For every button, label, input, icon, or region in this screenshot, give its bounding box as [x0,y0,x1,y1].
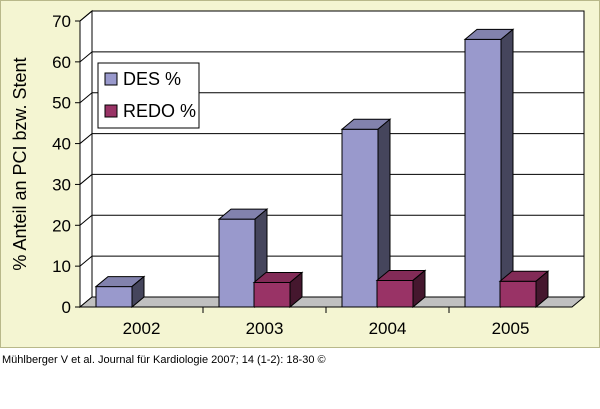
bar-redo-2005 [498,270,550,309]
bars [94,28,550,309]
y-tick-label: 70 [52,12,71,31]
x-tick-label: 2004 [369,319,407,338]
bar-redo-2004 [375,269,427,309]
bar-des-2005 [463,28,515,309]
y-tick-label: 30 [52,175,71,194]
citation-text: Mühlberger V et al. Journal für Kardiolo… [2,354,326,366]
bar-chart: 0 10 20 30 40 50 60 70 2002 2003 2004 2005 % Antei… [10,9,586,338]
y-tick-label: 10 [52,257,71,276]
gridline [79,214,584,226]
bar-front [253,281,291,308]
bar-front [376,279,414,308]
bar-side [500,28,514,309]
legend-label: DES % [123,69,181,89]
legend-swatch [104,104,118,118]
bar-des-2002 [94,275,146,309]
gridline [79,255,584,267]
y-tick-label: 20 [52,216,71,235]
gridline [79,133,584,144]
x-tick-label: 2002 [123,319,161,338]
bar-redo-2003 [252,271,304,309]
bar-front [464,38,502,308]
gridline [79,173,584,185]
y-tick-labels: 0 10 20 30 40 50 60 70 [52,12,71,317]
bar-front [218,218,256,308]
gridline [79,92,584,104]
y-tick-label: 60 [52,53,71,72]
legend-label: REDO % [123,101,196,121]
bar-front [499,280,537,308]
bar-side [412,269,426,309]
y-tick-label: 40 [52,135,71,154]
gridlines [75,10,584,308]
bar-side [131,275,145,309]
y-axis-title: % Anteil an PCI bzw. Stent [10,57,30,270]
side-wall [79,9,93,309]
y-tick-label: 50 [52,94,71,113]
y-tick-label: 0 [62,298,71,317]
x-tick-labels: 2002 2003 2004 2005 [123,319,530,338]
x-tick-label: 2005 [492,319,530,338]
bar-front [341,128,379,308]
legend: DES % REDO % [97,62,200,129]
bar-side [289,271,303,309]
legend-swatch [104,72,118,86]
bar-front [95,286,133,308]
gridline [79,51,584,63]
gridline [79,10,584,22]
bar-des-2004 [340,118,392,309]
bar-side [535,270,549,309]
x-tick-label: 2003 [246,319,284,338]
